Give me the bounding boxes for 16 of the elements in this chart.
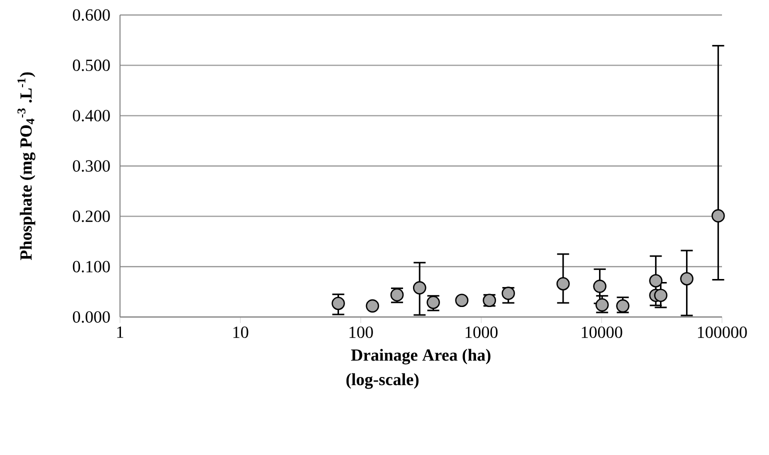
y-tick-label: 0.400 xyxy=(72,110,110,122)
x-tick-label: 10000 xyxy=(582,326,622,338)
y-axis-title: Phosphate (mg PO$_{4}$$^{-3}$ .L$^{-1}$) xyxy=(17,72,36,260)
x-tick-label: 10 xyxy=(233,326,248,338)
x-axis-title: Drainage Area (ha) xyxy=(351,348,490,364)
y-tick-label: 0.100 xyxy=(72,260,110,272)
y-tick-label: 0.000 xyxy=(72,311,110,323)
x-tick-label: 100000 xyxy=(698,326,747,338)
x-tick-label: 1 xyxy=(117,326,124,338)
y-tick-label: 0.200 xyxy=(72,210,110,222)
y-tick-label: 0.600 xyxy=(72,9,110,21)
x-tick-label: 1000 xyxy=(466,326,498,338)
y-tick-label: 0.300 xyxy=(72,160,110,172)
x-tick-label: 100 xyxy=(350,326,373,338)
y-tick-label: 0.500 xyxy=(72,60,110,72)
text: (log-scale) xyxy=(346,373,419,389)
